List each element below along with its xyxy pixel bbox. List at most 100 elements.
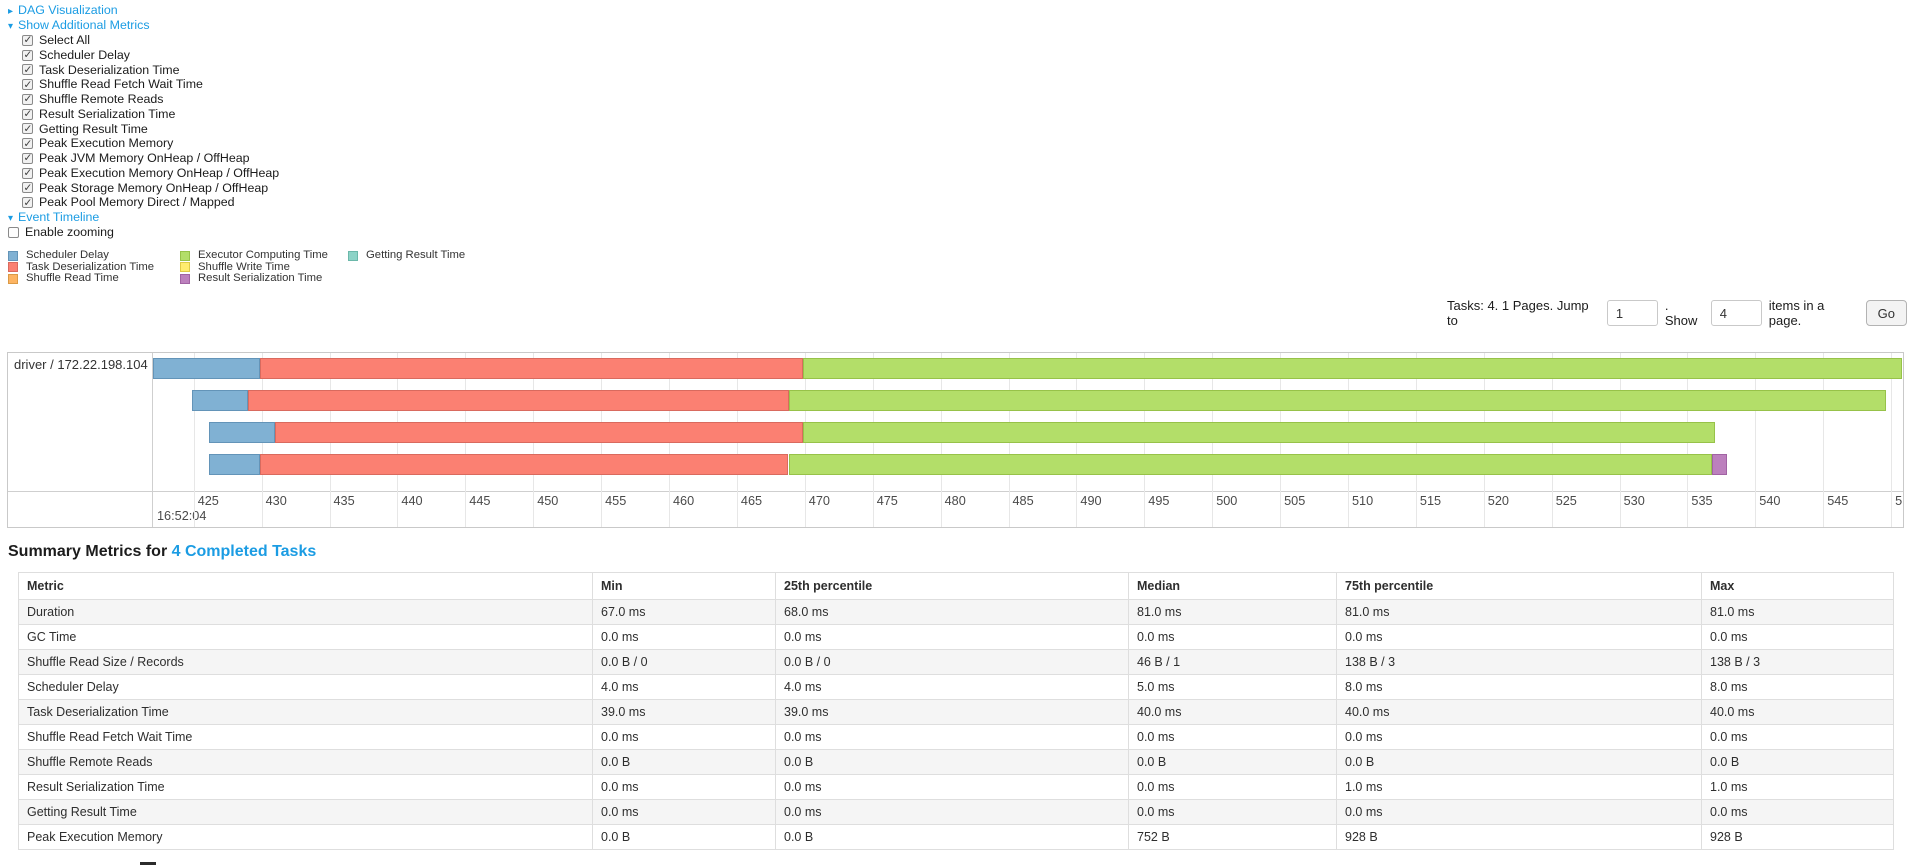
metric-checkbox[interactable] <box>22 166 33 181</box>
legend-label: Getting Result Time <box>366 249 466 261</box>
legend-item-scheduler_delay: Scheduler Delay <box>8 249 154 262</box>
metric-checkbox-row: Result Serialization Time <box>22 107 279 122</box>
axis-gridline <box>193 353 195 527</box>
metric-checkbox[interactable] <box>22 137 33 151</box>
metric-value-cell: 0.0 ms <box>1701 799 1894 825</box>
task-segment-scheduler_delay[interactable] <box>153 358 261 379</box>
legend-item-shuffle_read: Shuffle Read Time <box>8 273 154 285</box>
task-segment-task_deserialization[interactable] <box>260 358 804 379</box>
task-segment-result_serialization[interactable] <box>1711 454 1727 475</box>
summary-heading-prefix: Summary Metrics for <box>8 543 172 560</box>
legend-item-getting_result: Getting Result Time <box>348 249 466 262</box>
items-in-page-text: items in a page. <box>1768 298 1825 328</box>
event-timeline-toggle[interactable]: ▾ Event Timeline <box>8 210 279 225</box>
getting_result-swatch-icon <box>348 250 358 261</box>
metric-checkbox[interactable] <box>22 196 33 210</box>
axis-tick-label: 435 <box>333 494 355 508</box>
metric-checkbox[interactable] <box>22 122 33 137</box>
metric-value-cell: 40.0 ms <box>1701 699 1894 725</box>
metric-checkbox[interactable] <box>22 78 33 92</box>
axis-tick-label: 510 <box>1352 494 1374 508</box>
collapsed-arrow-icon: ▸ <box>8 6 14 17</box>
metric-checkbox-row: Scheduler Delay <box>22 48 279 63</box>
axis-tick-label: 545 <box>1827 494 1849 508</box>
metric-name-cell: Shuffle Read Size / Records <box>18 649 593 675</box>
metric-checkbox[interactable] <box>22 92 33 107</box>
metric-value-cell: 0.0 ms <box>1336 724 1702 750</box>
tasks-summary-text: Tasks: 4. 1 Pages. Jump to <box>1447 298 1589 328</box>
axis-tick-label: 495 <box>1148 494 1170 508</box>
task-segment-scheduler_delay[interactable] <box>208 422 276 443</box>
metric-value-cell: 0.0 ms <box>1701 624 1894 650</box>
metric-checkbox-label: Peak JVM Memory OnHeap / OffHeap <box>39 151 250 165</box>
table-row: Shuffle Read Size / Records 0.0 B / 0 0.0 … <box>18 649 1894 675</box>
task-bar-row <box>153 390 1902 411</box>
shuffle_write-swatch-icon <box>180 262 190 273</box>
axis-tick-label: 450 <box>537 494 559 508</box>
task-segment-scheduler_delay[interactable] <box>208 454 261 475</box>
metric-name-cell: Peak Execution Memory <box>18 824 593 850</box>
metric-value-cell: 8.0 ms <box>1701 674 1894 700</box>
metric-value-cell: 1.0 ms <box>1336 774 1702 800</box>
axis-tick-label: 550 <box>1895 494 1902 508</box>
table-row: Duration 67.0 ms 68.0 ms 81.0 ms 81.0 ms 81.0… <box>18 599 1894 625</box>
metric-checkbox[interactable] <box>22 107 33 122</box>
completed-tasks-link[interactable]: 4 Completed Tasks <box>171 543 317 560</box>
task-segment-executor_computing[interactable] <box>788 454 1712 475</box>
metric-value-cell: 0.0 B / 0 <box>775 649 1129 675</box>
metric-value-cell: 5.0 ms <box>1128 674 1337 700</box>
stage-controls: ▸ DAG Visualization ▾ Show Additional Metr… <box>8 3 279 240</box>
axis-tick-label: 490 <box>1080 494 1102 508</box>
axis-tick-label: 540 <box>1759 494 1781 508</box>
legend-column: Getting Result Time <box>348 249 466 262</box>
axis-tick-label: 535 <box>1691 494 1713 508</box>
show-text: . Show <box>1664 298 1698 328</box>
axis-tick-label: 460 <box>673 494 695 508</box>
metric-checkbox[interactable] <box>22 181 33 196</box>
show-additional-metrics-toggle[interactable]: ▾ Show Additional Metrics <box>8 18 279 33</box>
metric-checkbox[interactable] <box>22 33 33 48</box>
legend-item-result_serialization: Result Serialization Time <box>180 273 328 285</box>
metric-value-cell: 0.0 B <box>592 749 776 775</box>
metric-value-cell: 0.0 ms <box>775 799 1129 825</box>
metric-checkbox-row: Peak Execution Memory OnHeap / OffHeap <box>22 166 279 181</box>
axis-tick-label: 445 <box>469 494 491 508</box>
task-segment-executor_computing[interactable] <box>788 390 1886 411</box>
table-row: Shuffle Read Fetch Wait Time 0.0 ms 0.0 ms… <box>18 724 1894 750</box>
metric-value-cell: 1.0 ms <box>1701 774 1894 800</box>
items-per-page-input[interactable] <box>1710 300 1762 326</box>
axis-tick-label: 470 <box>808 494 830 508</box>
legend-label: Executor Computing Time <box>198 249 328 261</box>
summary-metrics-heading: Summary Metrics for 4 Completed Tasks <box>8 543 316 561</box>
task-segment-scheduler_delay[interactable] <box>192 390 249 411</box>
summary-metrics-table: Metric Min 25th percentile Median 75th perce… <box>18 572 1894 850</box>
jump-to-page-input[interactable] <box>1606 300 1658 326</box>
metric-checkbox-row: Shuffle Remote Reads <box>22 92 279 107</box>
task-pagination: Tasks: 4. 1 Pages. Jump to . Show items … <box>1447 298 1907 328</box>
table-row: Getting Result Time 0.0 ms 0.0 ms 0.0 ms 0.0… <box>18 799 1894 825</box>
task-segment-executor_computing[interactable] <box>803 422 1715 443</box>
metric-value-cell: 0.0 ms <box>592 624 776 650</box>
metric-checkbox-row: Getting Result Time <box>22 122 279 137</box>
axis-tick-label: 500 <box>1216 494 1238 508</box>
task-segment-executor_computing[interactable] <box>803 358 1902 379</box>
metric-checkbox[interactable] <box>22 63 33 78</box>
axis-major-time-label: 16:52:04 <box>157 509 207 523</box>
metric-value-cell: 138 B / 3 <box>1336 649 1702 675</box>
metric-checkbox[interactable] <box>22 151 33 166</box>
go-button[interactable]: Go <box>1865 300 1907 326</box>
metric-checkbox-row: Shuffle Read Fetch Wait Time <box>22 77 279 92</box>
metric-checkbox-label: Task Deserialization Time <box>39 62 180 77</box>
task-segment-task_deserialization[interactable] <box>260 454 789 475</box>
executor_computing-swatch-icon <box>180 250 190 261</box>
metric-checkbox-row: Peak Execution Memory <box>22 136 279 151</box>
task-segment-task_deserialization[interactable] <box>248 390 789 411</box>
metric-value-cell: 68.0 ms <box>775 599 1129 625</box>
metric-value-cell: 8.0 ms <box>1336 674 1702 700</box>
task-segment-task_deserialization[interactable] <box>275 422 804 443</box>
metric-checkbox[interactable] <box>22 48 33 63</box>
enable-zooming-checkbox[interactable] <box>8 227 19 238</box>
dag-visualization-toggle[interactable]: ▸ DAG Visualization <box>8 3 279 18</box>
timeline-plot-area: 16:52:04 425 430 435 440 445 450 455 460 465 470 4… <box>153 353 1902 527</box>
